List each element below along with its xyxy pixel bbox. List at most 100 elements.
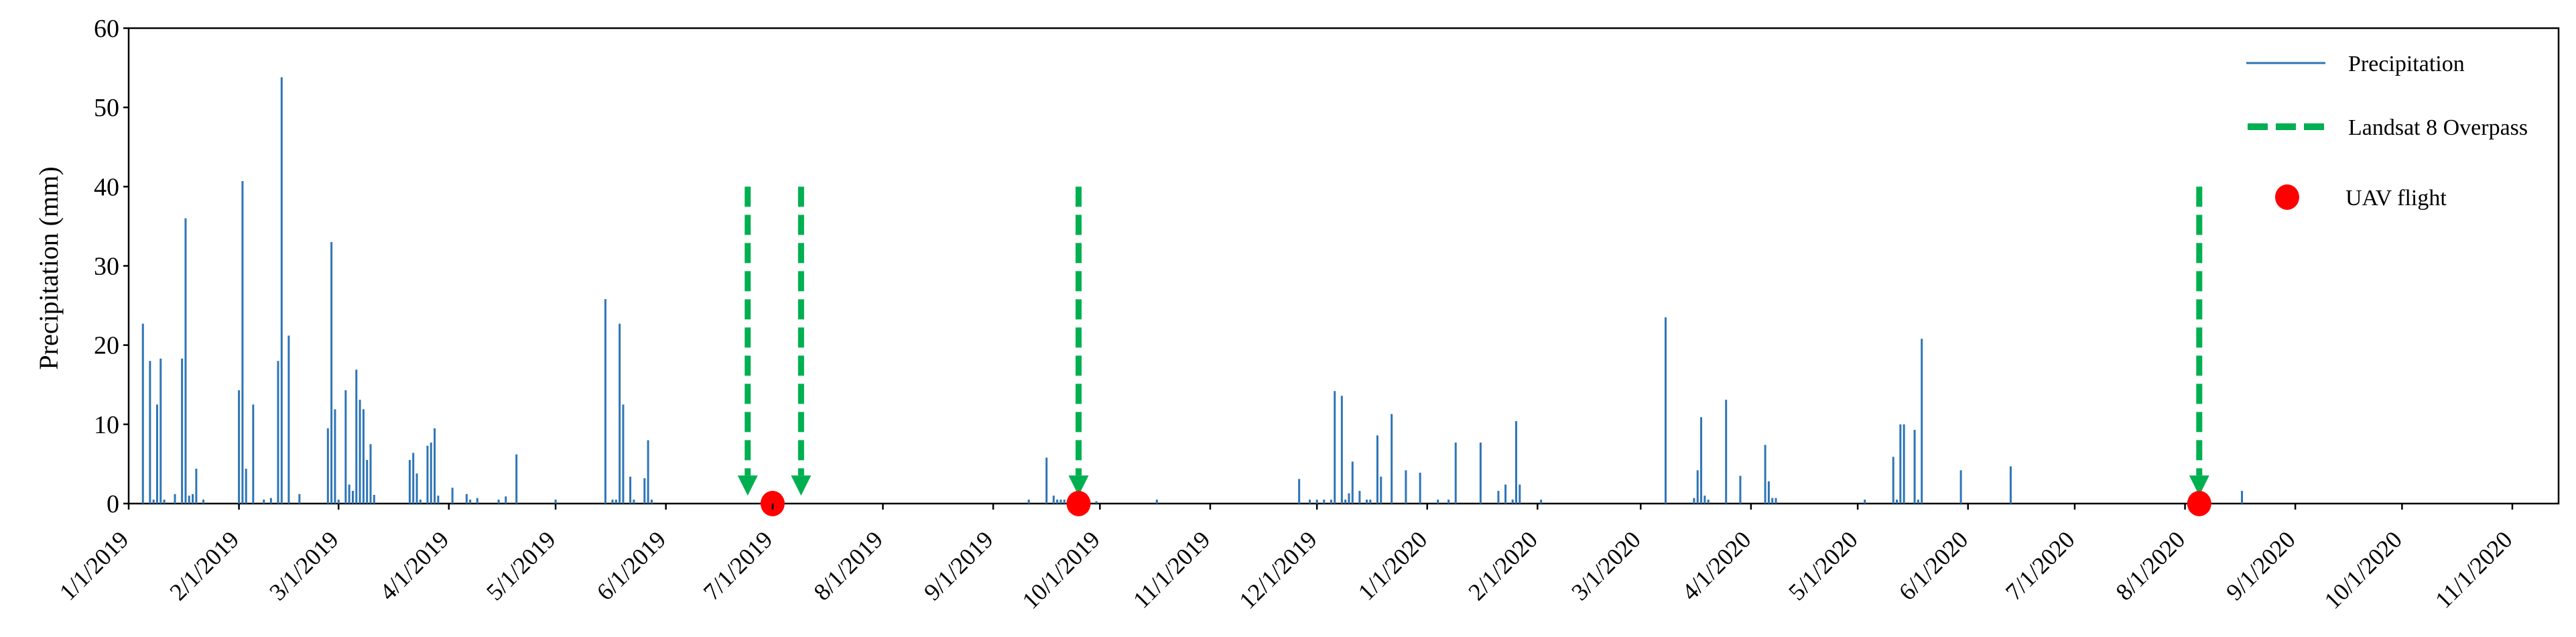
precipitation-bar: [1511, 500, 1514, 504]
precipitation-bar: [1437, 500, 1439, 504]
precipitation-bar: [337, 500, 340, 504]
x-tick-label: 1/1/2020: [1353, 526, 1433, 605]
precipitation-bar: [1903, 424, 1905, 504]
x-tick-label: 9/1/2020: [2221, 526, 2301, 605]
x-tick-label: 7/1/2019: [698, 526, 778, 605]
precipitation-bar: [437, 496, 440, 504]
precipitation-bar: [192, 494, 194, 504]
precipitation-bar: [1380, 476, 1382, 504]
precipitation-bar: [241, 181, 244, 504]
uav-flight-marker: [2187, 491, 2211, 516]
arrow-head-icon: [1068, 475, 1089, 496]
precipitation-bar: [280, 77, 283, 504]
plot-frame: [127, 27, 2560, 505]
y-tick-label: 40: [94, 173, 119, 201]
precipitation-bar: [184, 218, 187, 504]
x-tick-label: 1/1/2019: [54, 526, 134, 605]
precipitation-bar: [1775, 498, 1777, 504]
precipitation-bar: [1447, 500, 1450, 504]
landsat-overpass-arrows: [737, 186, 2209, 496]
precipitation-bar: [408, 460, 411, 504]
precipitation-bar: [1323, 500, 1326, 504]
precipitation-bar: [1540, 500, 1543, 504]
x-tick-label: 5/1/2020: [1783, 526, 1863, 605]
precipitation-bar: [269, 498, 272, 504]
precipitation-bar: [1707, 500, 1710, 504]
precipitation-bar: [1330, 500, 1332, 504]
x-tick-label: 2/1/2020: [1463, 526, 1543, 605]
precipitation-bar: [1700, 417, 1703, 504]
x-tick-label: 10/1/2020: [2319, 526, 2408, 614]
arrow-head-icon: [791, 475, 812, 496]
precipitation-bar: [362, 409, 365, 504]
precipitation-bar: [1739, 475, 1742, 504]
precipitation-bar: [334, 409, 336, 504]
precipitation-bar: [650, 500, 653, 504]
arrow-head-icon: [737, 475, 758, 496]
precipitation-bar: [351, 491, 354, 504]
precipitation-bar: [604, 299, 606, 504]
legend-uav-marker: [2275, 184, 2299, 210]
precipitation-bar: [1059, 500, 1062, 504]
precipitation-bar: [1504, 484, 1507, 504]
precipitation-bar: [1095, 501, 1098, 504]
precipitation-bar: [1063, 500, 1066, 504]
precipitation-bar: [149, 361, 151, 504]
precipitation-bar: [355, 369, 358, 504]
precipitation-bar: [619, 323, 621, 504]
precipitation-bar: [1052, 496, 1055, 504]
precipitation-bar: [195, 469, 198, 504]
precipitation-bar: [1344, 500, 1347, 504]
precipitation-bar: [202, 500, 204, 504]
precipitation-bar: [141, 323, 144, 504]
precipitation-bar: [344, 390, 347, 504]
precipitation-bar: [1864, 500, 1866, 504]
precipitation-bar: [643, 478, 646, 504]
precipitation-bar: [348, 484, 350, 504]
precipitation-bar: [1899, 424, 1902, 504]
precipitation-bar: [412, 453, 415, 504]
precipitation-bar: [633, 500, 635, 504]
y-axis: 0 10 20 30 40 50 60: [94, 15, 129, 518]
precipitation-bar: [2009, 466, 2012, 504]
precipitation-bar: [1515, 421, 1517, 504]
precipitation-bar: [152, 500, 155, 504]
precipitation-bar: [1405, 470, 1407, 504]
precipitation-bar: [1917, 500, 1919, 504]
precipitation-bar: [369, 444, 372, 504]
precipitation-bar: [326, 428, 329, 504]
arrow-head-icon: [2189, 475, 2209, 496]
precipitation-bar: [1027, 500, 1030, 504]
x-tick-label: 7/1/2020: [2000, 526, 2080, 605]
precipitation-bar: [554, 500, 557, 504]
precipitation-bar: [174, 494, 176, 504]
x-tick-label: 6/1/2019: [592, 526, 671, 605]
precipitation-bar: [622, 404, 625, 504]
y-tick-label: 50: [94, 94, 119, 122]
y-tick-label: 60: [94, 15, 119, 43]
x-tick-label: 6/1/2020: [1894, 526, 1974, 605]
precipitation-bar: [1519, 484, 1521, 504]
precipitation-bar: [1056, 500, 1059, 504]
uav-flight-marker: [1066, 491, 1091, 516]
precipitation-bar: [159, 358, 162, 504]
y-axis-label: Precipitation (mm): [34, 166, 64, 369]
precipitation-bar: [1892, 457, 1894, 504]
precipitation-bar: [1771, 498, 1774, 504]
precipitation-bar: [1340, 396, 1343, 504]
precipitation-bars: [141, 77, 2244, 504]
precipitation-bar: [366, 460, 369, 504]
precipitation-bar: [430, 443, 432, 504]
precipitation-bar: [1479, 443, 1482, 504]
x-tick-label: 4/1/2020: [1677, 526, 1756, 605]
x-tick-label: 8/1/2019: [808, 526, 888, 605]
precipitation-bar: [1664, 317, 1667, 504]
precipitation-bar: [359, 400, 361, 504]
precipitation-bar: [2241, 491, 2244, 504]
precipitation-bar: [373, 495, 375, 504]
x-tick-label: 5/1/2019: [481, 526, 561, 605]
legend-precipitation-label: Precipitation: [2348, 52, 2465, 76]
precipitation-bar: [434, 428, 436, 504]
precipitation-bar: [515, 454, 518, 504]
